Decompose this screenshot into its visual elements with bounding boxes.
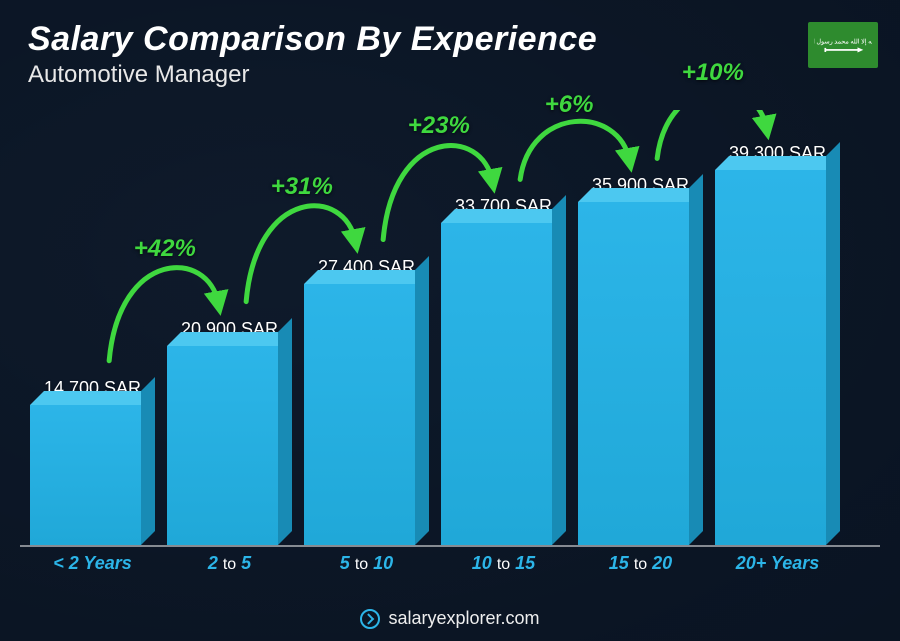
x-axis-label: < 2 Years: [30, 553, 155, 581]
bar-slot: 33,700 SAR: [441, 196, 566, 545]
bar: [715, 170, 826, 545]
logo-icon: [360, 609, 380, 629]
bar: [30, 405, 141, 545]
bar-slot: 39,300 SAR: [715, 143, 840, 545]
x-axis-label: 2 to 5: [167, 553, 292, 581]
chart-baseline: [20, 545, 880, 547]
bar: [167, 346, 278, 545]
bar-slot: 20,900 SAR: [167, 319, 292, 545]
header: Salary Comparison By Experience Automoti…: [28, 20, 597, 89]
bar-slot: 14,700 SAR: [30, 378, 155, 545]
page-title: Salary Comparison By Experience: [28, 20, 597, 59]
x-axis-label: 15 to 20: [578, 553, 703, 581]
bars-container: 14,700 SAR20,900 SAR27,400 SAR33,700 SAR…: [30, 110, 840, 545]
growth-pct-label: +10%: [682, 59, 744, 87]
bar: [441, 223, 552, 545]
bar: [578, 202, 689, 545]
footer-site: salaryexplorer.com: [388, 608, 539, 629]
bar: [304, 284, 415, 545]
x-axis-label: 20+ Years: [715, 553, 840, 581]
bar-slot: 35,900 SAR: [578, 175, 703, 545]
country-flag-icon: لا إله إلا الله محمد رسول الله: [808, 22, 878, 68]
x-axis-label: 10 to 15: [441, 553, 566, 581]
x-axis-label: 5 to 10: [304, 553, 429, 581]
bar-slot: 27,400 SAR: [304, 257, 429, 545]
svg-text:لا إله إلا الله محمد رسول الله: لا إله إلا الله محمد رسول الله: [814, 38, 872, 45]
page-subtitle: Automotive Manager: [28, 61, 597, 89]
x-axis: < 2 Years 2 to 5 5 to 10 10 to 15 15 to 20 20…: [30, 553, 840, 581]
chart-area: 14,700 SAR20,900 SAR27,400 SAR33,700 SAR…: [30, 110, 840, 581]
footer: salaryexplorer.com: [0, 608, 900, 629]
